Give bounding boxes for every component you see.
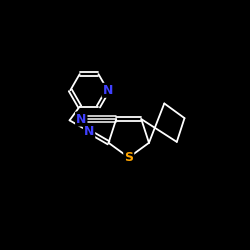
Text: N: N — [102, 84, 113, 97]
Text: N: N — [76, 112, 86, 126]
Text: N: N — [84, 125, 94, 138]
Text: S: S — [124, 151, 133, 164]
